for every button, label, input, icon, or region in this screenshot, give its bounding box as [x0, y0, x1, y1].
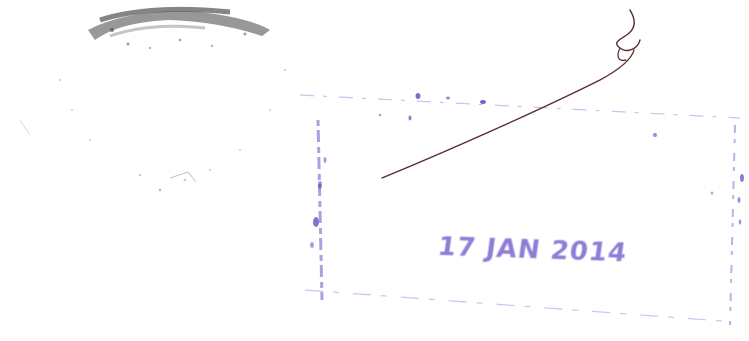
handwritten-signature: [381, 9, 641, 179]
faded-round-seal: [19, 6, 286, 192]
date-stamp-frame: [299, 94, 741, 326]
purple-ink-speckles: [310, 93, 744, 248]
